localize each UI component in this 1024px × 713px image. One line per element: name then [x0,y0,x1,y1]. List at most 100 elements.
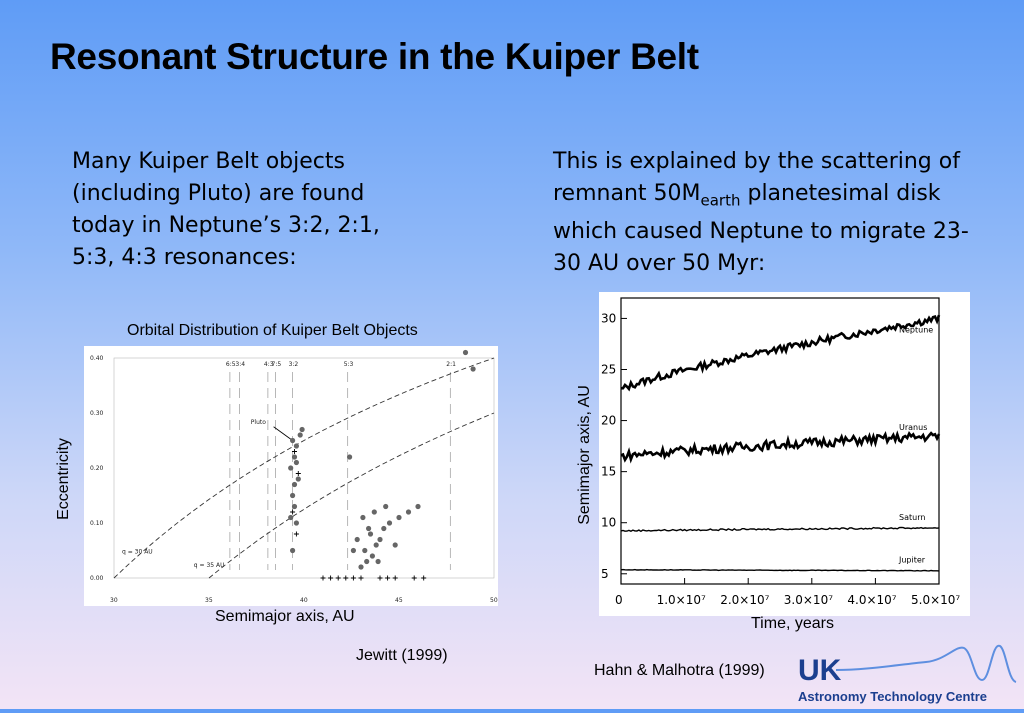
logo-atc-text: Astronomy Technology Centre [798,689,987,704]
chart1-plus-point [411,575,417,581]
chart1-point [360,514,366,521]
chart1-xtick: 35 [205,597,213,604]
chart1-point [371,509,377,515]
chart1-point [297,432,303,438]
chart2-series-label: Saturn [899,513,925,522]
chart2-xtick: 1.0×10⁷ [657,593,706,607]
chart1-point [291,503,298,510]
chart1-point [291,454,298,460]
chart1-plus-point [320,575,326,581]
chart2-series-line [620,314,941,392]
chart1-point [293,459,299,466]
chart1-ytick: 0.40 [90,355,104,362]
chart2-ytick: 30 [601,311,616,325]
chart1-point [392,542,398,548]
chart1-point [367,531,374,537]
chart1-point [291,481,298,488]
chart1-resonance-label: 3:4 [235,361,245,368]
logo-uk-text: UK [798,654,842,687]
chart1-plus-point [292,449,297,454]
chart1-plus-point [421,575,427,581]
chart1-point [362,547,368,554]
chart1-frame [113,357,495,579]
chart2-xlabel: Time, years [751,615,834,632]
right-text-post: planetesimal disk which caused Neptune t… [553,181,969,277]
chart1-point [383,503,389,510]
chart2-series-label: Neptune [899,325,933,334]
chart1-plus-point [293,531,299,537]
chart1-resonance-label: 3:2 [289,361,299,368]
chart1-point [462,349,469,356]
chart2-ytick: 15 [601,465,616,479]
chart1-resonance-label: 6:5 [226,361,236,368]
slide-title: Resonant Structure in the Kuiper Belt [50,36,699,77]
chart1-point [369,553,375,559]
chart1-perihelion-curve [208,412,495,579]
chart2-xtick: 3.0×10⁷ [784,593,833,607]
chart1-point [290,437,296,444]
chart1-ytick: 0.30 [90,410,104,417]
chart1-ytick: 0.10 [90,520,104,527]
chart2-series-line [620,430,941,464]
chart1-point [293,443,299,449]
chart1-annotation: Pluto [251,419,266,426]
chart1-resonance-label: 7:5 [272,361,282,368]
chart1-point [290,547,296,554]
chart1-point [405,509,412,515]
right-text-sub: earth [700,191,741,210]
chart1-point [290,492,296,499]
chart1-point [350,547,356,554]
chart2-series-line [620,568,940,572]
chart1-plus-point [335,575,341,581]
chart1-perihelion-curve [113,357,495,579]
chart2-xtick: 0 [615,593,623,607]
chart2-series-line [620,526,940,533]
citation-hahn: Hahn & Malhotra (1999) [594,662,765,679]
chart2-svg: 5 10 15 20 25 30 0 1.0×10⁷ 2.0×10⁷ 3.0×10⁷ 4.0×10⁷… [601,297,960,607]
chart1-plus-point [290,509,296,515]
chart1-point [386,520,393,526]
chart1-xlabel: Semimajor axis, AU [215,608,355,625]
chart1-point [293,520,299,526]
chart1-xtick: 50 [490,597,498,604]
chart1-annotation: q = 30 AU [122,548,153,555]
chart2-ytick: 5 [601,567,609,581]
chart1-point [358,564,364,570]
chart1-plus-point [350,575,356,581]
chart1-plus-point [385,575,391,581]
chart1-ytick: 0.00 [90,575,104,582]
chart2-xtick: 5.0×10⁷ [911,593,960,607]
chart1-point [381,525,387,532]
chart1-point [288,465,294,471]
chart2-ytick: 20 [601,414,616,428]
chart1-point [295,476,301,482]
chart1-plus-point [358,575,364,581]
chart1-xtick: 45 [395,597,403,604]
chart2-ylabel: Semimajor axis, AU [576,385,593,525]
chart1-xtick: 40 [300,597,308,604]
chart1-pluto-arrow [273,426,293,441]
right-text-pre: This is explained by the scattering of r… [553,149,960,206]
chart1-point [366,525,372,532]
chart2-ytick: 25 [601,363,616,377]
chart1-point [347,454,353,460]
uk-atc-logo: UK Astronomy Technology Centre [796,640,1024,709]
chart1-point [375,558,381,565]
chart1-ytick: 0.20 [90,465,104,472]
chart1-plus-point [392,575,398,581]
chart1-point [373,542,379,548]
chart1-point [470,366,476,372]
right-paragraph: This is explained by the scattering of r… [553,146,973,280]
chart2-xtick: 4.0×10⁷ [847,593,896,607]
chart1-ylabel: Eccentricity [55,438,72,520]
chart2-series-label: Jupiter [898,556,926,565]
chart1-title: Orbital Distribution of Kuiper Belt Obje… [127,322,418,339]
chart2-panel: 5 10 15 20 25 30 0 1.0×10⁷ 2.0×10⁷ 3.0×10⁷ 4.0×10⁷… [599,292,970,616]
chart1-point [415,503,421,510]
citation-jewitt: Jewitt (1999) [356,647,448,664]
chart2-frame [620,297,940,585]
chart2-xtick: 2.0×10⁷ [720,593,769,607]
chart1-point [288,514,294,521]
chart1-point [354,536,360,543]
chart1-resonance-label: 5:3 [344,361,354,368]
